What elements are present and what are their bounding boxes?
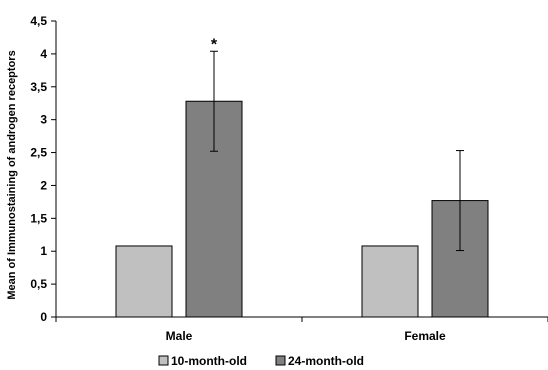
bars [115,100,489,318]
annotations: * [211,36,218,53]
significance-marker: * [211,36,218,53]
y-tick-label: 2 [40,178,47,192]
y-axis-ticks: 0 0,5 1 1,5 2 2,5 3 3,5 4 4,5 [30,14,56,324]
x-tick-label: Female [404,329,446,343]
y-tick-label: 0 [40,310,47,324]
y-tick-label: 4,5 [30,14,47,28]
y-tick-label: 3 [40,113,47,127]
legend-swatch [158,355,169,366]
category-labels: Male Female [166,329,446,343]
legend-label: 10-month-old [171,354,247,368]
y-tick-label: 0,5 [30,277,47,291]
y-tick-label: 4 [40,47,47,61]
bar-male-10-month-old [115,245,173,318]
x-tick-label: Male [166,329,193,343]
legend: 10-month-old 24-month-old [158,354,364,368]
y-tick-label: 1,5 [30,211,47,225]
y-tick-label: 3,5 [30,80,47,94]
y-tick-label: 1 [40,244,47,258]
legend-swatch [275,355,286,366]
legend-label: 24-month-old [288,354,364,368]
y-axis-label: Mean of Immunostaining of androgen recep… [6,50,18,299]
y-tick-label: 2,5 [30,146,47,160]
bar-female-10-month-old [361,245,419,318]
x-axis-ticks [55,317,548,322]
error-bars [210,50,464,252]
